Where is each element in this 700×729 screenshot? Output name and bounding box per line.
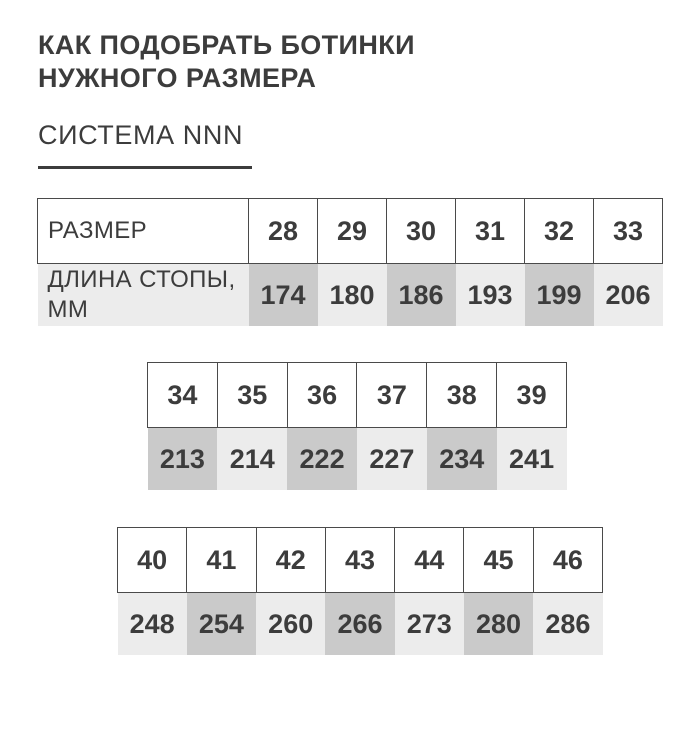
length-cell: 193 (455, 263, 525, 326)
length-cell: 174 (248, 263, 318, 326)
size-cell: 46 (532, 527, 604, 593)
length-cell: 286 (533, 592, 603, 655)
size-cell: 38 (426, 362, 498, 428)
length-cell: 280 (463, 592, 534, 655)
table-row: 248 254 260 266 273 280 286 (117, 592, 603, 655)
length-cell: 180 (317, 263, 387, 326)
size-cell: 30 (386, 198, 456, 264)
table-row: ДЛИНА СТОПЫ, ММ 174 180 186 193 199 206 (37, 263, 663, 326)
size-cell: 33 (593, 198, 663, 264)
size-cell: 45 (463, 527, 534, 593)
row-label-size: РАЗМЕР (37, 198, 249, 264)
size-cell: 37 (356, 362, 428, 428)
size-table-3: 40 41 42 43 44 45 46 248 254 260 266 273… (116, 527, 604, 655)
size-cell: 29 (317, 198, 387, 264)
size-table-2: 34 35 36 37 38 39 213 214 222 227 234 24… (147, 362, 567, 490)
length-cell: 241 (496, 427, 567, 490)
length-cell: 273 (394, 592, 464, 655)
size-cell: 35 (216, 362, 288, 428)
size-cell: 31 (455, 198, 525, 264)
length-cell: 214 (217, 427, 288, 490)
size-cell: 41 (186, 527, 257, 593)
size-cell: 43 (324, 527, 396, 593)
size-cell: 36 (286, 362, 358, 428)
length-cell: 248 (117, 592, 187, 655)
size-cell: 40 (116, 527, 188, 593)
size-cell: 32 (524, 198, 594, 264)
size-table-1: РАЗМЕР 28 29 30 31 32 33 ДЛИНА СТОПЫ, ММ… (37, 198, 663, 326)
row-label-foot-length: ДЛИНА СТОПЫ, ММ (37, 263, 249, 326)
size-cell: 34 (147, 362, 218, 428)
table-row: 34 35 36 37 38 39 (147, 362, 567, 428)
table-row: РАЗМЕР 28 29 30 31 32 33 (37, 198, 663, 264)
length-cell: 186 (386, 263, 456, 326)
subtitle-underline: СИСТЕМА NNN (38, 120, 252, 169)
size-cell: 42 (255, 527, 326, 593)
length-cell: 266 (325, 592, 395, 655)
page-subtitle: СИСТЕМА NNN (38, 120, 244, 150)
page-title: КАК ПОДОБРАТЬ БОТИНКИ НУЖНОГО РАЗМЕРА (38, 30, 415, 93)
length-cell: 234 (426, 427, 497, 490)
length-cell: 227 (356, 427, 427, 490)
size-cell: 28 (248, 198, 318, 264)
length-cell: 206 (593, 263, 663, 326)
length-cell: 199 (524, 263, 594, 326)
table-row: 213 214 222 227 234 241 (147, 427, 567, 490)
size-cell: 39 (496, 362, 567, 428)
length-cell: 213 (147, 427, 218, 490)
length-cell: 254 (186, 592, 257, 655)
length-cell: 222 (287, 427, 357, 490)
size-cell: 44 (394, 527, 465, 593)
length-cell: 260 (256, 592, 326, 655)
table-row: 40 41 42 43 44 45 46 (116, 527, 604, 593)
